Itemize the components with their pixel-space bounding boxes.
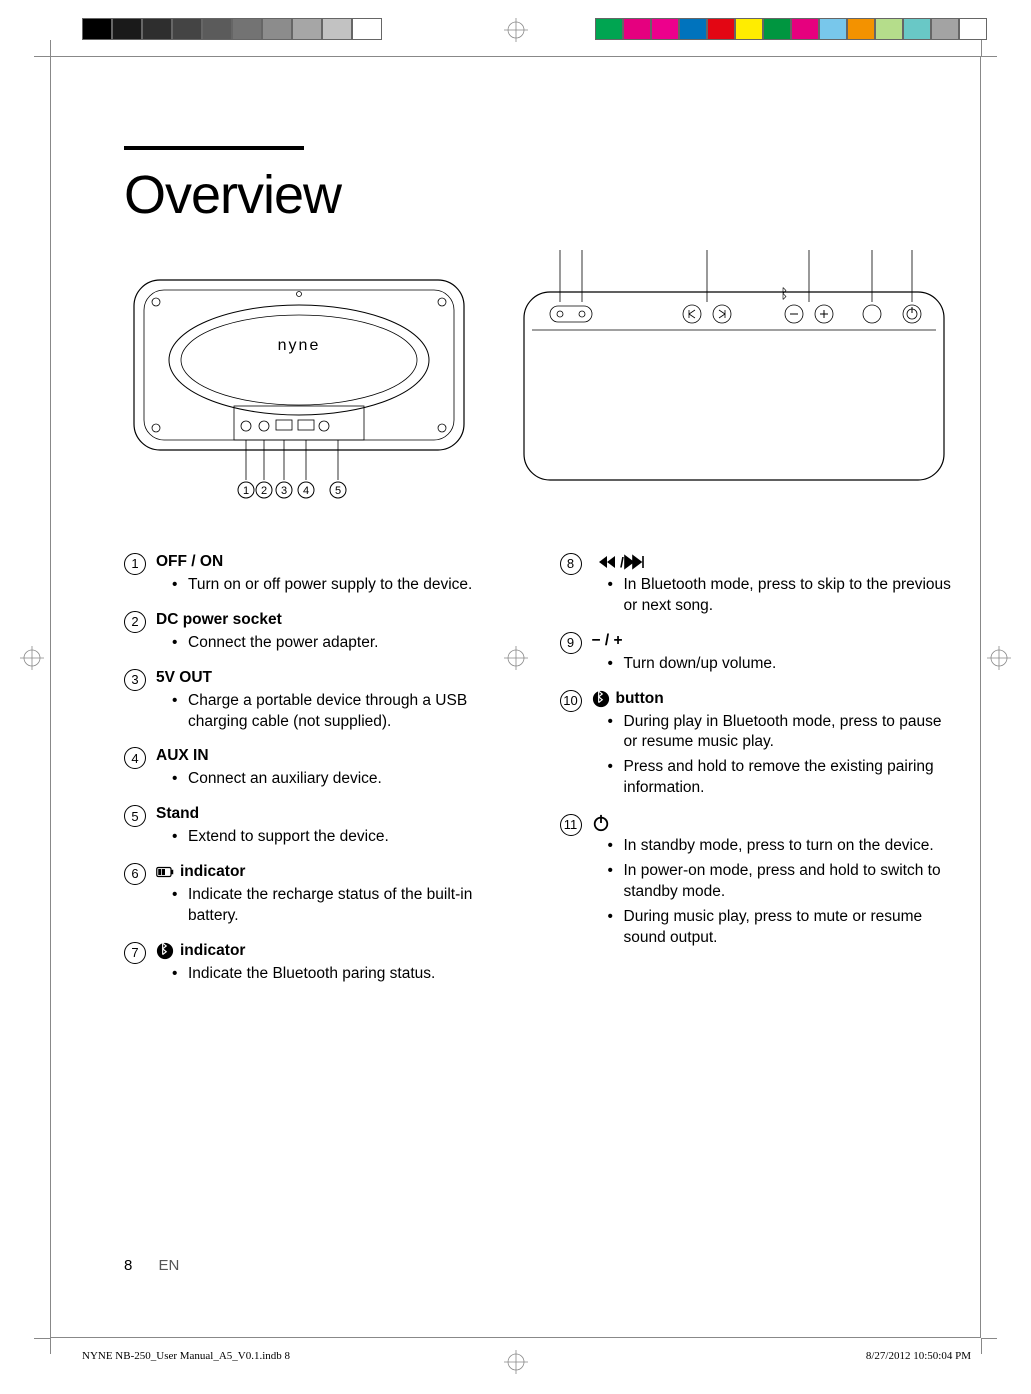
overview-item-7: 7 indicatorIndicate the Bluetooth paring … [124,941,524,989]
overview-item-6: 6 indicatorIndicate the recharge status o… [124,862,524,931]
item-number: 11 [560,814,582,836]
overview-item-11: 11 In standby mode, press to turn on the … [560,813,960,953]
bluetooth-icon [592,689,610,710]
colorbar-right [595,18,987,40]
item-number: 10 [560,690,582,712]
item-label-text: AUX IN [156,746,209,767]
item-point: Turn down/up volume. [608,654,960,675]
item-label-text: indicator [180,941,245,962]
overview-item-10: 10 buttonDuring play in Bluetooth mode, p… [560,689,960,804]
item-point: In power-on mode, press and hold to swit… [608,861,960,903]
item-label: OFF / ON [156,552,524,573]
diagram-area: nyne 12 3 4 5 [124,250,971,530]
item-label-text: − / + [592,631,623,652]
column-right: 8 / In Bluetooth mode, press to skip to th… [560,548,960,999]
item-number: 5 [124,805,146,827]
overview-item-9: 9 − / +Turn down/up volume. [560,631,960,679]
page-number: 8 [124,1257,132,1274]
item-point: Turn on or off power supply to the devic… [172,575,524,596]
item-label: / [592,552,960,573]
overview-item-8: 8 / In Bluetooth mode, press to skip to th… [560,552,960,621]
item-label-text: indicator [180,862,245,883]
registration-mark-right [979,646,1019,670]
page-title: Overview [124,146,304,226]
item-point: Connect an auxiliary device. [172,769,524,790]
skip-icon: / [592,552,648,573]
item-point: Charge a portable device through a USB c… [172,691,524,733]
item-number: 7 [124,942,146,964]
svg-text:1: 1 [243,485,249,497]
colorbar-left [82,18,382,40]
overview-item-3: 3 5V OUTCharge a portable device through … [124,668,524,737]
item-label [592,813,960,834]
svg-text:/: / [620,554,624,570]
item-point: During play in Bluetooth mode, press to … [608,712,960,754]
item-label: indicator [156,941,524,962]
item-label: AUX IN [156,746,524,767]
print-footer-left: NYNE NB-250_User Manual_A5_V0.1.indb 8 [82,1350,290,1362]
item-number: 4 [124,747,146,769]
item-label-text: Stand [156,804,199,825]
item-number: 3 [124,669,146,691]
item-point: Indicate the recharge status of the buil… [172,885,524,927]
item-point: Extend to support the device. [172,827,524,848]
item-point: During music play, press to mute or resu… [608,907,960,949]
overview-item-4: 4 AUX INConnect an auxiliary device. [124,746,524,794]
item-label: button [592,689,960,710]
svg-text:2: 2 [261,485,267,497]
item-number: 6 [124,863,146,885]
item-label-text: OFF / ON [156,552,223,573]
item-label: 5V OUT [156,668,524,689]
device-diagram: nyne 12 3 4 5 [124,250,964,530]
item-label: indicator [156,862,524,883]
item-number: 1 [124,553,146,575]
item-point: In standby mode, press to turn on the de… [608,836,960,857]
item-label: Stand [156,804,524,825]
item-label-text: 5V OUT [156,668,212,689]
column-left: 1 OFF / ONTurn on or off power supply to … [124,548,524,999]
item-point: In Bluetooth mode, press to skip to the … [608,575,960,617]
bluetooth-icon [156,941,174,962]
page-lang: EN [159,1257,180,1274]
overview-item-1: 1 OFF / ONTurn on or off power supply to … [124,552,524,600]
content-columns: 1 OFF / ONTurn on or off power supply to … [124,548,959,999]
item-number: 9 [560,632,582,654]
svg-text:3: 3 [281,485,287,497]
item-label-text: DC power socket [156,610,282,631]
item-number: 2 [124,611,146,633]
item-point: Indicate the Bluetooth paring status. [172,964,524,985]
print-footer-right: 8/27/2012 10:50:04 PM [866,1350,971,1362]
battery-icon [156,862,174,883]
overview-item-5: 5 StandExtend to support the device. [124,804,524,852]
item-label: − / + [592,631,960,652]
power-icon [592,813,610,834]
brand-text: nyne [278,337,321,354]
item-number: 8 [560,553,582,575]
registration-mark-left [12,646,52,670]
item-point: Connect the power adapter. [172,633,524,654]
svg-text:4: 4 [303,485,309,497]
item-point: Press and hold to remove the existing pa… [608,757,960,799]
page-footer: 8 EN [124,1257,179,1274]
overview-item-2: 2 DC power socketConnect the power adapte… [124,610,524,658]
item-label-text: button [616,689,664,710]
item-label: DC power socket [156,610,524,631]
svg-text:5: 5 [335,485,341,497]
